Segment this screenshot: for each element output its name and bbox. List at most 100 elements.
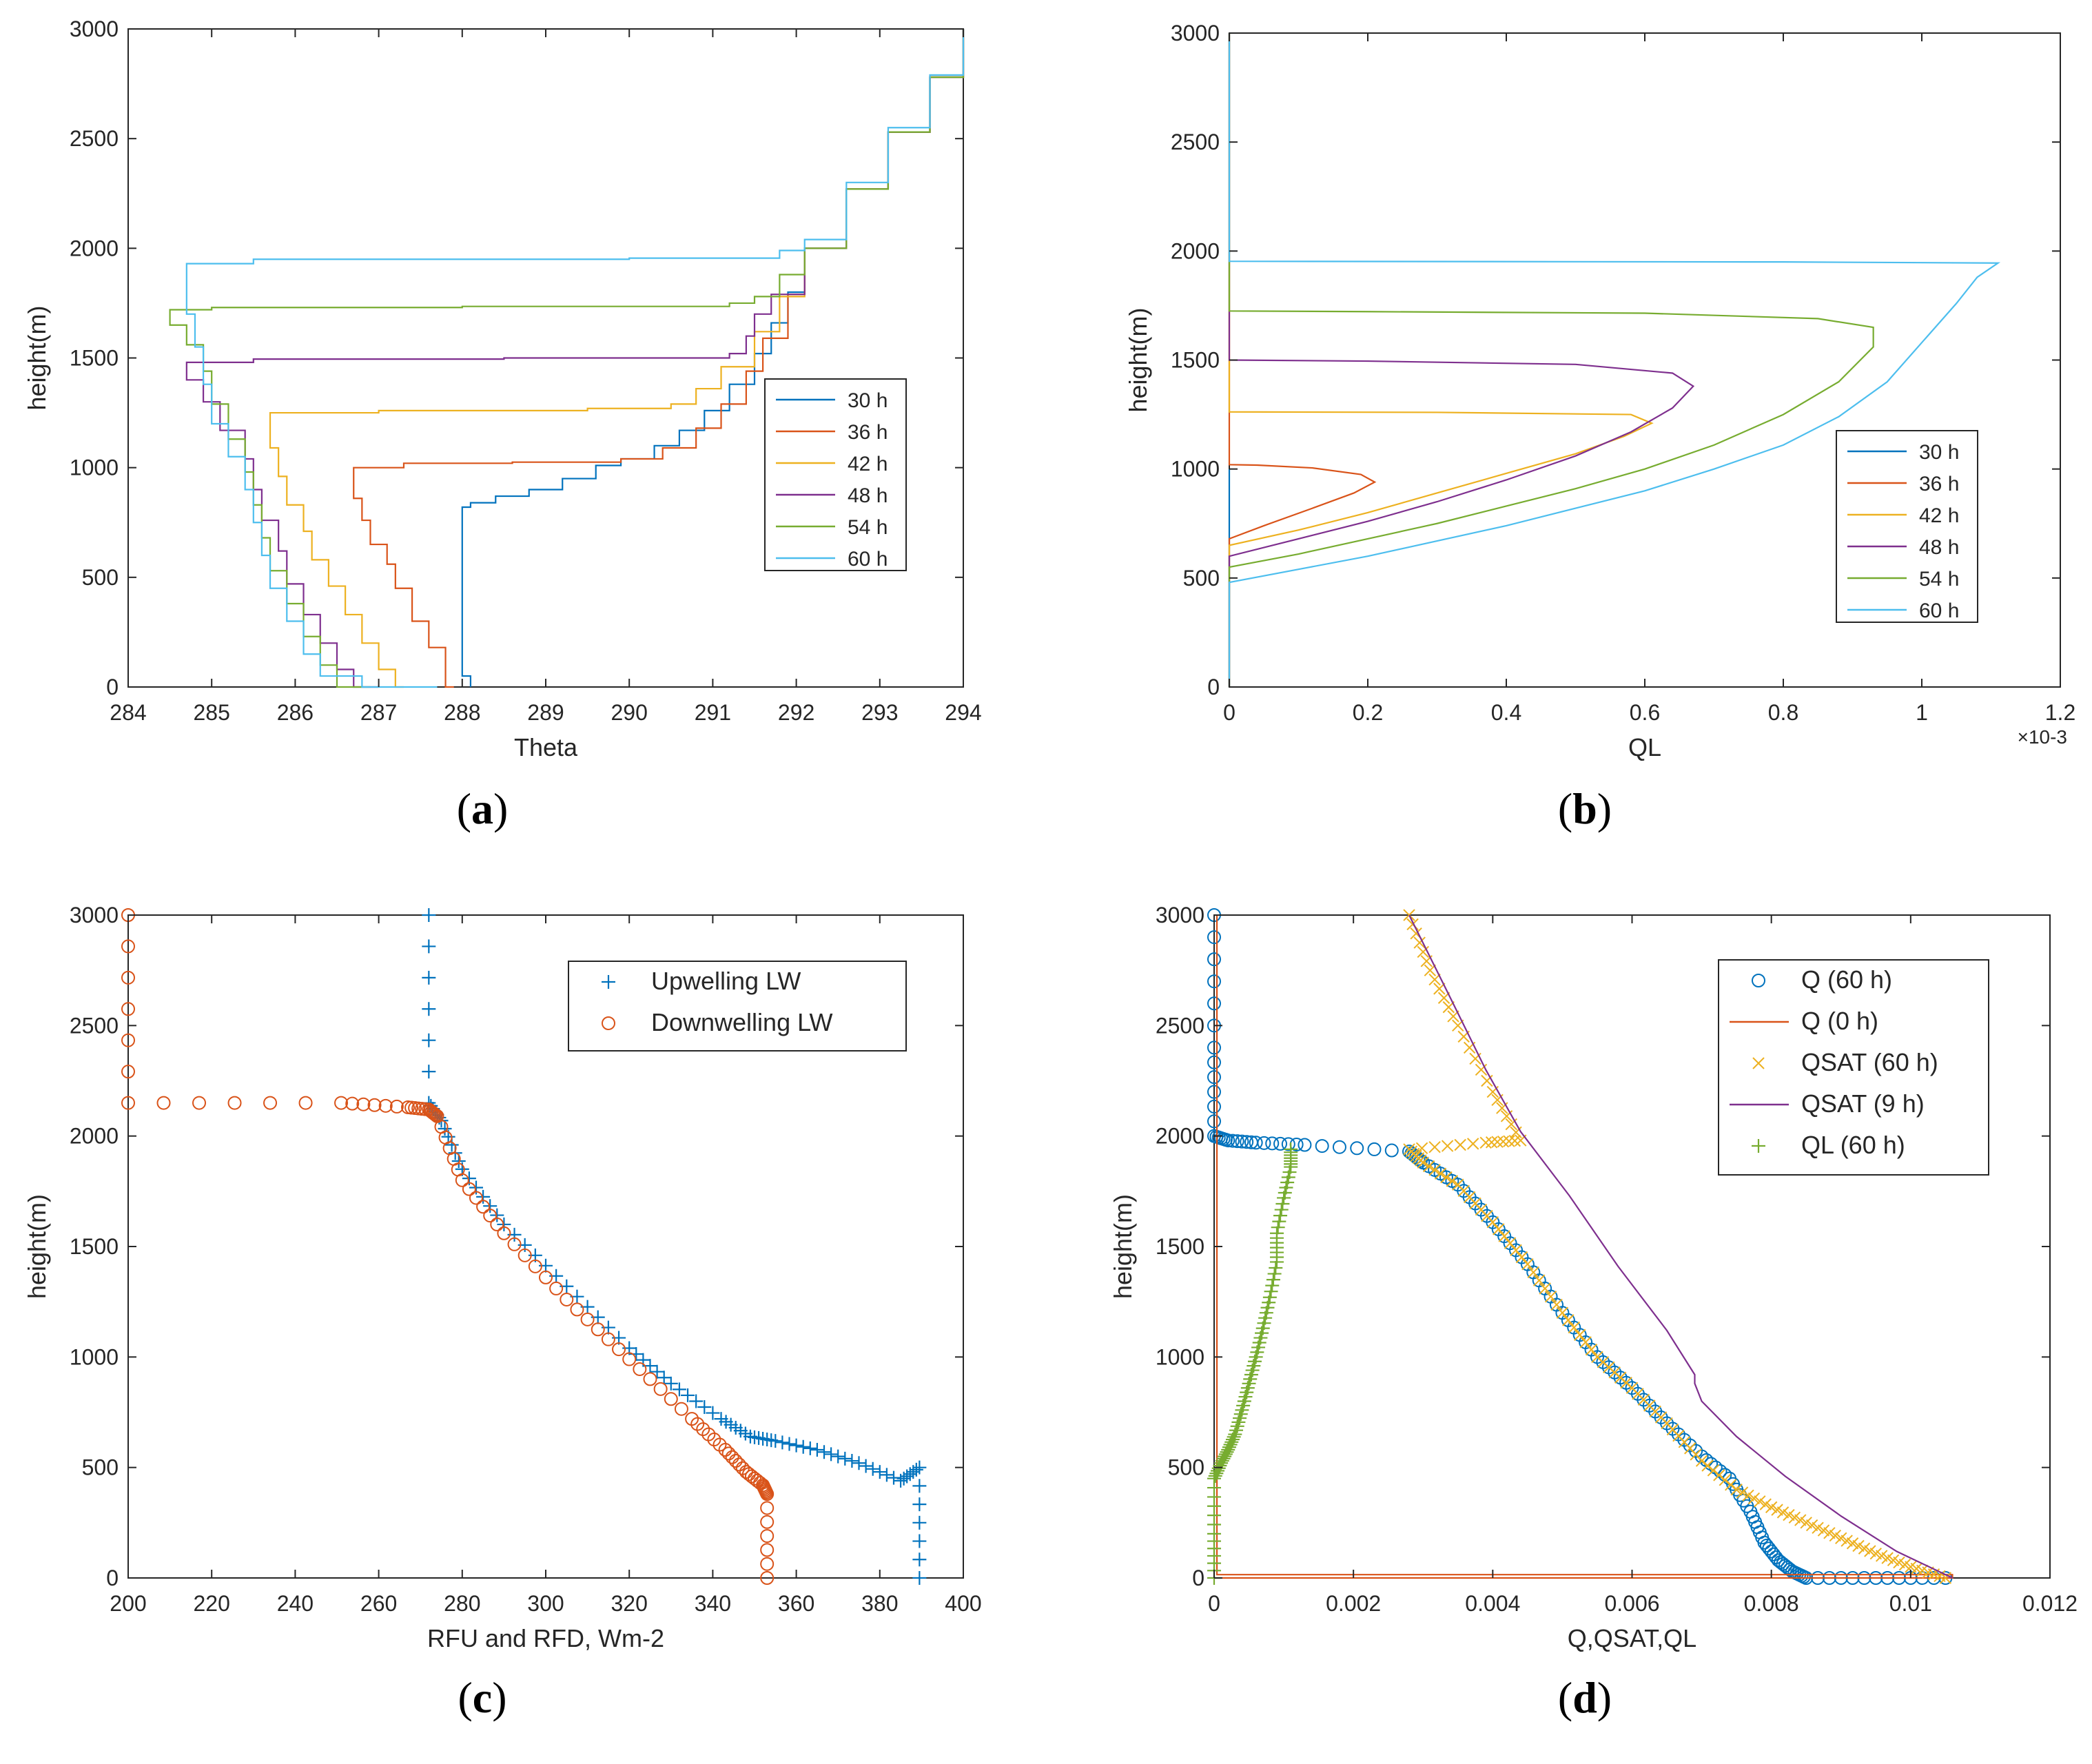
- series-qsat-60-h-marker: [1415, 1142, 1428, 1155]
- series-upwelling-lw-marker: [852, 1456, 866, 1470]
- series-q-60-h-marker: [1774, 1555, 1788, 1570]
- x-tick-label: 286: [277, 700, 314, 725]
- series-qsat-60-h-marker: [1719, 1474, 1731, 1486]
- x-tick-label: 400: [945, 1591, 981, 1616]
- series-60-h: [185, 29, 965, 688]
- series-q-60-h-marker: [1235, 1134, 1249, 1149]
- series-qsat-60-h-marker: [1573, 1329, 1586, 1341]
- y-tick-label: 1500: [1156, 1234, 1204, 1259]
- series-downwelling-lw: [121, 908, 775, 1585]
- series-group: [121, 908, 927, 1585]
- x-tick-label: 294: [945, 700, 981, 725]
- legend-label: 30 h: [848, 389, 888, 412]
- series-downwelling-lw-marker: [721, 1446, 736, 1461]
- x-tick-label: 0.002: [1326, 1591, 1381, 1616]
- caption-letter: b: [1572, 784, 1597, 833]
- series-q-60-h-marker: [1384, 1143, 1399, 1158]
- x-tick-label: 360: [778, 1591, 814, 1616]
- x-tick-label: 1.2: [2045, 700, 2075, 725]
- series-downwelling-lw-marker: [507, 1237, 522, 1251]
- series-qsat-60-h-marker: [1754, 1495, 1766, 1508]
- series-downwelling-lw-marker: [483, 1209, 498, 1223]
- y-tick-label: 3000: [70, 17, 119, 41]
- series-upwelling-lw-marker: [714, 1412, 728, 1426]
- y-axis-label: height(m): [1109, 1194, 1137, 1299]
- x-tick-label: 290: [611, 700, 648, 725]
- series-qsat-60-h-marker: [1579, 1336, 1592, 1348]
- series-upwelling-lw-marker: [782, 1437, 797, 1451]
- legend-label: 36 h: [848, 421, 888, 444]
- series-q-60-h-marker: [1315, 1139, 1329, 1153]
- series-q-0-h-line: [1214, 915, 1953, 1579]
- series-downwelling-lw-marker: [643, 1372, 657, 1386]
- series-54-h-line: [1228, 33, 1874, 687]
- series-upwelling-lw-marker: [912, 1515, 927, 1530]
- legend-label: 36 h: [1919, 473, 1959, 495]
- series-upwelling-lw-marker: [894, 1473, 908, 1488]
- series-upwelling-lw-marker: [672, 1382, 686, 1397]
- series-qsat-60-h-marker: [1413, 936, 1426, 949]
- series-60-h-line: [1228, 33, 2001, 687]
- legend-swatch: [1752, 1139, 1765, 1153]
- y-axis-label: height(m): [23, 1194, 51, 1299]
- series-downwelling-lw-marker: [622, 1352, 637, 1366]
- series-upwelling-lw-marker: [872, 1465, 887, 1479]
- series-downwelling-lw-marker: [653, 1382, 668, 1396]
- series-qsat-60-h-marker: [1829, 1529, 1842, 1542]
- series-upwelling-lw: [422, 908, 927, 1585]
- series-qsat-60-h-marker: [1812, 1521, 1824, 1535]
- y-tick-label: 2000: [1171, 238, 1220, 263]
- series-upwelling-lw-marker: [912, 1479, 927, 1493]
- series-upwelling-lw-marker: [796, 1439, 810, 1454]
- legend-entry: 60 h: [1847, 599, 1959, 622]
- series-q-60-h-marker: [1207, 1114, 1221, 1129]
- series-60-h: [1228, 33, 2001, 687]
- y-tick-label: 500: [82, 565, 119, 590]
- legend-label: Upwelling LW: [651, 967, 801, 995]
- series-upwelling-lw-marker: [483, 1199, 498, 1213]
- series-downwelling-lw-marker: [356, 1097, 371, 1111]
- caption-open-paren: (: [458, 1673, 472, 1722]
- legend-swatch: [1752, 974, 1765, 987]
- y-tick-label: 500: [1168, 1455, 1204, 1480]
- series-qsat-60-h-marker: [1869, 1548, 1882, 1560]
- series-q-60-h-marker: [1298, 1138, 1312, 1152]
- y-tick-label: 3000: [70, 903, 119, 927]
- series-qsat-60-h-marker: [1759, 1498, 1772, 1510]
- caption-open-paren: (: [1558, 1673, 1572, 1722]
- series-ql-60-h-marker: [1269, 1261, 1283, 1275]
- caption-close-paren: ): [1597, 784, 1612, 833]
- legend-box: [568, 961, 907, 1052]
- x-tick-label: 380: [861, 1591, 898, 1616]
- legend: Upwelling LW Downwelling LW: [568, 961, 907, 1052]
- legend-entry: QSAT (60 h): [1752, 1048, 1938, 1076]
- legend-label: QSAT (60 h): [1801, 1048, 1938, 1076]
- caption-open-paren: (: [457, 784, 471, 833]
- caption-letter: c: [473, 1673, 492, 1722]
- series-ql-60-h-marker: [1264, 1284, 1278, 1299]
- series-qsat-60-h-marker: [1428, 1140, 1441, 1153]
- series-downwelling-lw-marker: [345, 1096, 360, 1111]
- series-downwelling-lw-marker: [732, 1457, 746, 1472]
- series-qsat-60-h-marker: [1742, 1489, 1754, 1501]
- series-upwelling-lw-marker: [803, 1441, 817, 1455]
- x-tick-label: 0.8: [1768, 700, 1798, 725]
- series-downwelling-lw-marker: [462, 1182, 476, 1196]
- series-upwelling-lw-marker: [681, 1388, 695, 1402]
- series-60-h-line: [185, 29, 965, 688]
- x-tick-label: 289: [527, 700, 564, 725]
- series-qsat-60-h-marker: [1591, 1351, 1603, 1364]
- series-downwelling-lw-marker: [528, 1259, 542, 1273]
- y-axis-label: height(m): [23, 305, 51, 410]
- y-tick-label: 1500: [70, 1234, 119, 1259]
- x-tick-label: 285: [194, 700, 230, 725]
- series-upwelling-lw-marker: [451, 1154, 466, 1169]
- series-q-60-h-marker: [1759, 1538, 1774, 1552]
- series-qsat-60-h-marker: [1503, 1135, 1515, 1147]
- legend-entry: 48 h: [776, 484, 888, 507]
- series-qsat-60-h-marker: [1823, 1527, 1836, 1539]
- series-downwelling-lw-marker: [121, 1065, 135, 1079]
- series-downwelling-lw-marker: [389, 1099, 404, 1114]
- series-qsat-60-h-marker: [1840, 1535, 1853, 1547]
- x-tick-label: 293: [861, 700, 898, 725]
